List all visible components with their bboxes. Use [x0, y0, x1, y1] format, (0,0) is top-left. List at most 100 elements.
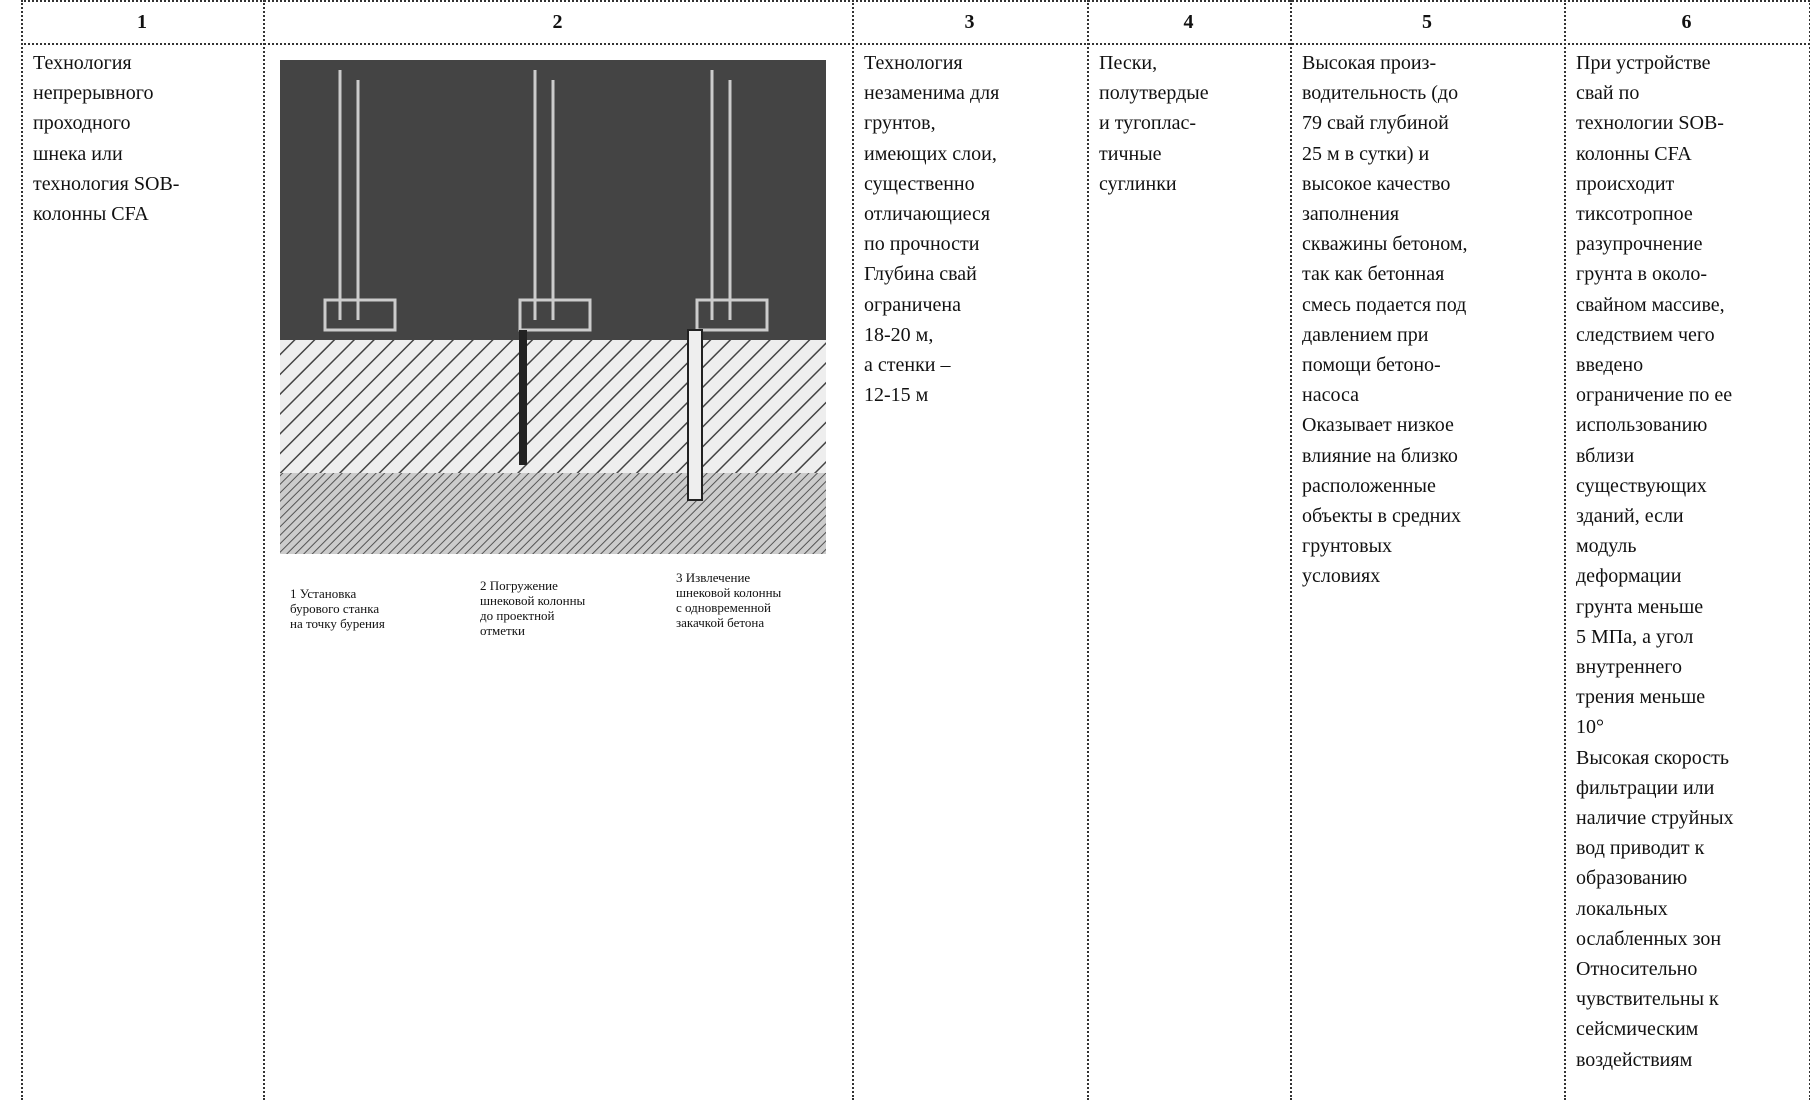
figure-caption: на точку бурения [290, 616, 385, 631]
cell-text: трения меньше [1576, 686, 1706, 709]
cell-text: давлением при [1302, 323, 1429, 346]
cell-text: тиксотропное [1576, 203, 1693, 225]
cell-text: разупрочнение [1576, 233, 1703, 256]
cell-text: образованию [1576, 867, 1688, 890]
header-cell: 5 [1422, 11, 1432, 33]
cell-text: свайном массиве, [1576, 293, 1725, 316]
header-cell: 1 [137, 11, 147, 33]
cell-text: колонны CFA [1576, 142, 1692, 165]
cell-text: насоса [1302, 384, 1359, 407]
cell-text: колонны CFA [33, 203, 149, 225]
cell-text: Технология [864, 52, 963, 74]
cell-text: полутвердые [1099, 82, 1209, 105]
cell-text: свай по [1576, 82, 1640, 105]
cell-text: объекты в средних [1302, 505, 1462, 527]
cell-text: расположенные [1302, 474, 1436, 497]
cell-text: происходит [1576, 172, 1675, 195]
cell-text: 5 МПа, а угол [1576, 625, 1694, 648]
cell-text: незаменима для [864, 82, 1000, 105]
cell-text: имеющих слои, [864, 142, 997, 165]
column-border [1564, 0, 1566, 1100]
cell-text: условиях [1302, 565, 1381, 588]
cell-text: внутреннего [1576, 656, 1682, 678]
cell-text: ограничена [864, 293, 962, 316]
pile [687, 329, 703, 501]
soil-layer [280, 340, 826, 473]
cell-text: вблизи [1576, 444, 1635, 467]
cell-text: так как бетонная [1302, 263, 1445, 286]
cell-text: введено [1576, 354, 1644, 376]
cell-text: чувствительны к [1576, 988, 1719, 1011]
figure-caption: шнековой колонны [676, 585, 782, 600]
header-cell: 2 [552, 11, 563, 33]
cell-text: наличие струйных [1576, 807, 1734, 829]
figure-caption: до проектной [480, 608, 555, 623]
cell-text: использованию [1576, 414, 1708, 437]
cell-text: Технология [33, 52, 132, 74]
cell-text: вод приводит к [1576, 837, 1705, 860]
cell-text: грунтовых [1302, 535, 1392, 558]
header-cell: 6 [1681, 11, 1692, 33]
cell-text: грунта в около- [1576, 263, 1708, 286]
header-cell: 4 [1183, 11, 1194, 33]
cell-text: Глубина свай [864, 263, 977, 286]
cell-text: суглинки [1099, 172, 1177, 195]
column-border [852, 0, 854, 1100]
figure-caption: шнековой колонны [480, 593, 586, 608]
cell-text: водительность (до [1302, 82, 1459, 105]
cell-text: влияние на близко [1302, 444, 1458, 467]
figure-caption: 2 Погружение [480, 578, 558, 593]
figure-caption: 3 Извлечение [676, 570, 751, 585]
row-border [21, 43, 1810, 45]
soil-layer [280, 473, 826, 554]
column-border [21, 0, 23, 1100]
cell-text: и тугоплас- [1099, 112, 1196, 135]
cell-text: Оказывает низкое [1302, 414, 1454, 437]
cell-text: шнека или [33, 142, 123, 165]
figure-caption: с одновременной [676, 600, 771, 615]
cell-text: 12-15 м [864, 384, 929, 407]
column-border [1290, 0, 1292, 1100]
figure-caption: 1 Установка [290, 586, 357, 601]
cell-text: ограничение по ее [1576, 384, 1733, 407]
cell-text: непрерывного [33, 82, 154, 105]
figure-caption: закачкой бетона [676, 615, 765, 630]
cell-text: зданий, если [1576, 505, 1684, 527]
cell-text: помощи бетоно- [1302, 354, 1441, 376]
cell-text: 25 м в сутки) и [1302, 142, 1430, 165]
cell-text: 18-20 м, [864, 323, 934, 346]
cell-text: скважины бетоном, [1302, 233, 1468, 256]
cell-text: модуль [1576, 535, 1637, 558]
cell-text: Высокая произ- [1302, 52, 1437, 74]
cell-text: следствием чего [1576, 323, 1715, 346]
row-border [21, 0, 1810, 2]
cell-text: Пески, [1099, 52, 1158, 74]
cell-text: ослабленных зон [1576, 927, 1722, 950]
cell-text: Относительно [1576, 958, 1698, 980]
cell-text: тичные [1099, 142, 1162, 165]
column-border [1087, 0, 1089, 1100]
cell-text: отличающиеся [864, 203, 991, 225]
figure-caption: бурового станка [290, 601, 380, 616]
figure-caption: отметки [480, 623, 525, 638]
auger [519, 330, 527, 465]
cell-text: существенно [864, 172, 975, 195]
cell-text: технологии SOB- [1576, 112, 1724, 135]
cell-text: грунтов, [864, 112, 936, 135]
column-border [263, 0, 265, 1100]
cell-text: технология SOB- [33, 172, 180, 195]
cell-text: смесь подается под [1302, 293, 1467, 316]
cell-text: При устройстве [1576, 52, 1711, 74]
cell-text: Высокая скорость [1576, 746, 1729, 769]
cell-text: 79 свай глубиной [1302, 112, 1449, 135]
cell-text: а стенки – [864, 354, 951, 376]
cell-text: по прочности [864, 233, 980, 256]
cell-text: сейсмическим [1576, 1018, 1699, 1041]
header-cell: 3 [964, 11, 975, 33]
cell-text: существующих [1576, 474, 1707, 497]
cell-text: воздействиям [1576, 1048, 1693, 1071]
cell-text: деформации [1576, 565, 1682, 588]
cell-text: фильтрации или [1576, 776, 1715, 799]
cell-text: заполнения [1302, 203, 1400, 225]
